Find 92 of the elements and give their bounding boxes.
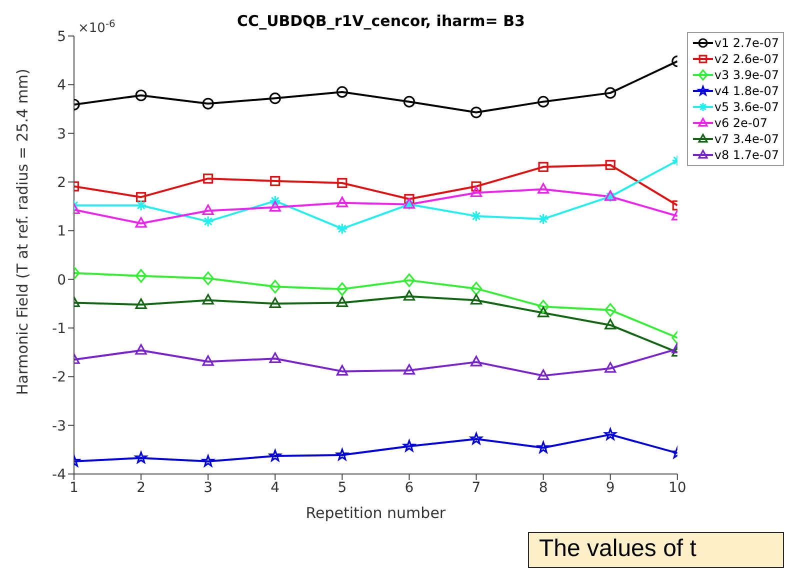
point xyxy=(269,201,281,212)
legend-label: v8 1.7e-07 xyxy=(714,148,779,162)
y-tick-label: 5 xyxy=(57,28,66,45)
y-tick-label: 3 xyxy=(57,126,66,142)
point xyxy=(135,452,148,464)
point xyxy=(538,162,548,172)
point xyxy=(269,195,281,207)
point xyxy=(269,352,281,363)
legend-label: v3 3.9e-07 xyxy=(714,68,779,82)
legend-label: v4 1.8e-07 xyxy=(714,84,779,98)
point xyxy=(135,269,147,283)
legend-label: v1 2.7e-07 xyxy=(714,36,779,50)
y-axis-title: Harmonic Field (T at ref. radius = 25.4 mm) xyxy=(13,68,32,395)
x-tick-label: 3 xyxy=(204,480,213,496)
point xyxy=(202,216,214,228)
y-tick-label: -4 xyxy=(52,466,66,483)
point xyxy=(135,200,147,212)
y-tick-label: 2 xyxy=(57,174,66,191)
point xyxy=(470,294,482,305)
y-tick-label: 0 xyxy=(57,272,66,288)
point xyxy=(403,274,416,288)
point xyxy=(403,440,416,452)
point xyxy=(202,204,214,216)
point xyxy=(336,365,348,376)
x-tick-label: 7 xyxy=(472,480,481,496)
point xyxy=(537,183,550,194)
point xyxy=(336,296,348,307)
x-tick-label: 8 xyxy=(538,480,548,496)
point xyxy=(135,344,147,355)
legend-label: v2 2.6e-07 xyxy=(714,52,779,66)
point xyxy=(202,355,214,366)
point xyxy=(202,98,214,110)
point xyxy=(470,210,482,222)
y-tick-label: 4 xyxy=(57,78,66,94)
x-tick-label: 4 xyxy=(270,480,280,496)
point xyxy=(403,364,416,375)
point xyxy=(202,272,214,286)
point xyxy=(336,448,348,460)
point xyxy=(537,441,550,453)
point xyxy=(470,282,482,296)
point xyxy=(269,297,281,308)
point xyxy=(136,192,146,202)
point xyxy=(471,181,482,192)
point xyxy=(269,92,281,104)
text: The values of t xyxy=(528,532,784,568)
point xyxy=(604,303,616,317)
point xyxy=(135,298,147,309)
x-axis-title: Repetition number xyxy=(306,504,446,522)
x-tick-label: 10 xyxy=(668,480,686,496)
y-tick-label: -2 xyxy=(52,370,66,386)
point xyxy=(203,174,214,184)
point xyxy=(336,222,348,235)
point xyxy=(470,186,482,198)
point xyxy=(269,450,282,462)
point xyxy=(135,217,147,228)
point xyxy=(336,282,348,296)
point xyxy=(604,428,616,440)
point xyxy=(403,290,416,301)
point xyxy=(202,294,214,305)
x-tick-label: 6 xyxy=(404,480,414,496)
point xyxy=(470,106,482,118)
point xyxy=(537,300,550,314)
point xyxy=(604,87,616,99)
point xyxy=(270,176,280,186)
annotation: ×10$^{-6}$ xyxy=(78,18,116,36)
chart-title: CC_UBDQB_r1V_cencor, iharm= B3 xyxy=(237,12,525,30)
x-tick-label: 5 xyxy=(338,480,347,496)
point xyxy=(470,356,482,366)
legend-label: v7 3.4e-07 xyxy=(714,132,779,146)
point xyxy=(336,196,348,208)
point xyxy=(604,362,616,373)
y-tick-label: -3 xyxy=(52,418,66,434)
y-tick-label: -1 xyxy=(52,320,66,337)
point xyxy=(403,96,416,108)
point xyxy=(537,369,550,380)
point xyxy=(537,306,550,318)
x-tick-label: 1 xyxy=(70,480,78,496)
point xyxy=(470,432,482,444)
x-tick-label: 2 xyxy=(136,480,146,496)
x-tick-label: 9 xyxy=(606,480,615,496)
point xyxy=(605,160,616,170)
point xyxy=(537,213,550,225)
y-tick-label: 1 xyxy=(57,224,66,240)
legend-label: v6 2e-07 xyxy=(714,116,768,130)
point xyxy=(537,96,550,108)
point xyxy=(269,280,281,294)
legend-label: v5 3.6e-07 xyxy=(714,100,779,114)
point xyxy=(135,90,147,102)
point xyxy=(604,318,616,330)
point xyxy=(336,86,348,98)
point xyxy=(337,178,348,188)
point xyxy=(202,455,214,467)
